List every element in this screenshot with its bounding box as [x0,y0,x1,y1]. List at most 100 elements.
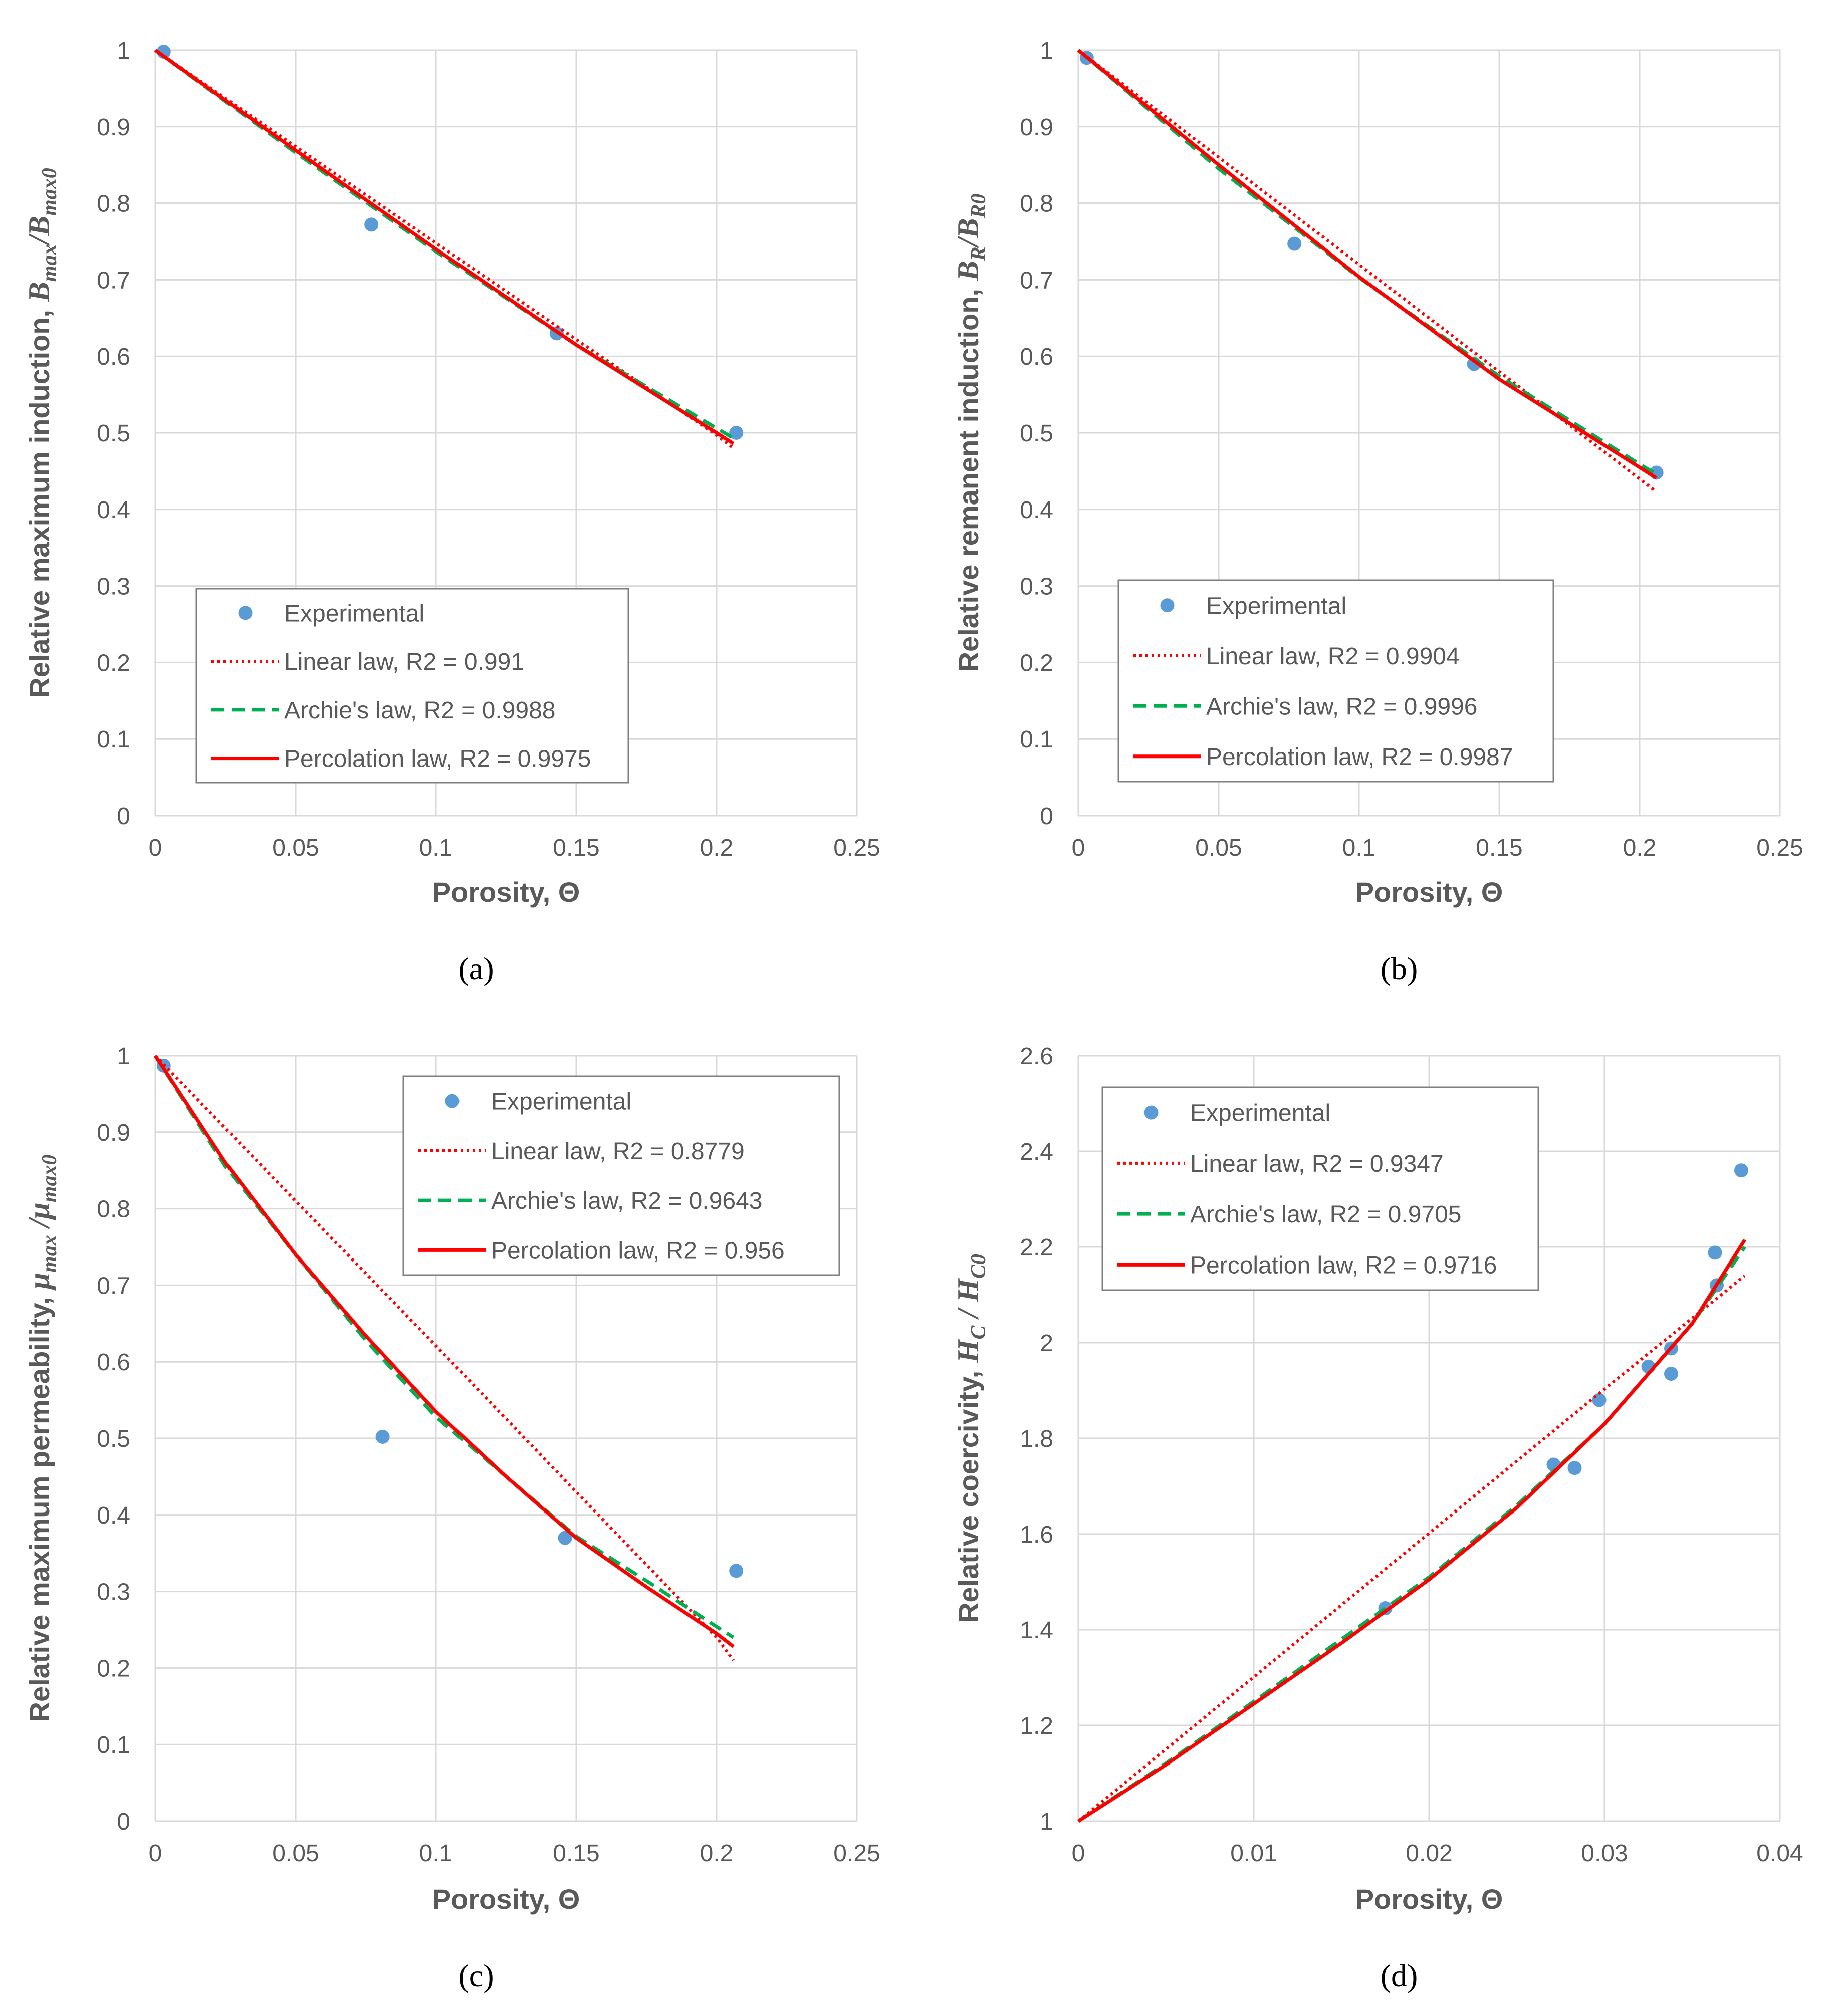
y-tick-label: 1 [117,1043,130,1070]
y-tick-label: 0.8 [97,1196,130,1223]
y-axis-label-text: Relative remanent induction, [953,281,984,672]
y-tick-label: 0.6 [1020,344,1053,370]
y-tick-label: 2.2 [1020,1234,1053,1261]
legend-label: Archie's law, R2 = 0.9643 [491,1188,762,1214]
y-axis-label: Relative coercivity, HC / HC0 [952,1254,990,1623]
x-tick-label: 0 [149,835,162,861]
x-tick-label: 0.15 [553,1840,599,1867]
y-axis-label-text: Relative coercivity, [953,1363,984,1623]
percolation-law-line [1077,49,1658,480]
y-tick-label: 2.6 [1020,1043,1053,1070]
y-tick-label: 1.6 [1020,1522,1053,1548]
y-tick-label: 0.5 [97,1426,130,1452]
y-axis-label-formula: B [952,261,985,281]
y-tick-label: 2 [1040,1330,1053,1357]
y-tick-label: 0.5 [1020,420,1053,447]
x-axis-label: Porosity, Θ [432,1883,580,1915]
panel-caption: (a) [458,951,494,986]
y-tick-label: 0.7 [97,1273,130,1299]
y-axis-label-formula: H [952,1338,985,1363]
y-axis-label-formula: max0 [38,1155,61,1203]
x-axis-label: Porosity, Θ [432,876,580,908]
y-tick-label: 0.3 [97,574,130,600]
y-tick-label: 0.7 [1020,267,1053,294]
chart-panel-c: 0 0.05 0.1 0.15 0.2 0.25 0 0.1 0.2 0.3 0.4 0.5 0.6 0.… [23,1043,880,1993]
panel-caption: (c) [458,1958,494,1993]
legend-label: Experimental [284,600,424,627]
linear-law-line [1077,49,1658,493]
y-axis-label-formula: C0 [967,1254,990,1279]
y-tick-label: 0.6 [97,1349,130,1376]
legend: Experimental Linear law, R2 = 0.991 Archie… [195,588,629,784]
linear-law-line [1077,1274,1746,1823]
legend-box [195,588,629,784]
legend-marker-experimental [445,1094,460,1108]
legend-box [1101,1086,1539,1291]
x-axis-label: Porosity, Θ [1355,1883,1503,1915]
y-axis-label: Relative remanent induction, BR/BR0 [952,194,990,672]
legend-label: Percolation law, R2 = 0.956 [491,1237,785,1264]
experimental-point [729,426,744,440]
x-tick-label: 0.2 [700,835,734,861]
y-tick-label: 0 [1040,803,1053,830]
legend-label: Linear law, R2 = 0.991 [284,649,524,675]
y-tick-label: 0.8 [97,191,130,217]
y-tick-label: 0.2 [1020,650,1053,676]
y-tick-label: 0.6 [97,344,130,370]
y-axis-label: Relative maximum induction, Bmax/Bmax0 [23,168,61,697]
x-tick-label: 0.05 [1195,835,1242,861]
panel-caption: (b) [1381,951,1418,986]
legend: Experimental Linear law, R2 = 0.9904 Archi… [1117,579,1554,783]
y-tick-label: 1.4 [1020,1617,1053,1644]
experimental-point [1734,1163,1748,1178]
y-tick-label: 0.1 [97,1732,130,1758]
y-axis-label-formula: max0 [38,168,61,216]
y-tick-label: 0.1 [1020,726,1053,753]
x-tick-label: 0.04 [1756,1840,1803,1867]
legend-label: Experimental [491,1089,631,1115]
legend-marker-experimental [238,606,253,620]
legend-label: Linear law, R2 = 0.8779 [491,1138,745,1165]
experimental-point [558,1531,572,1545]
legend-label: Archie's law, R2 = 0.9988 [284,697,555,724]
chart-panel-b: 0 0.05 0.1 0.15 0.2 0.25 0 0.1 0.2 0.3 0.4 0.5 0.6 0.… [952,38,1803,986]
x-tick-label: 0.2 [1623,835,1657,861]
y-tick-label: 1.2 [1020,1713,1053,1739]
x-tick-label: 0.01 [1230,1840,1277,1867]
y-axis-label-formula: /B [23,216,56,246]
legend-label: Experimental [1206,593,1346,619]
x-tick-label: 0 [149,1840,162,1867]
x-tick-label: 0.03 [1581,1840,1628,1867]
experimental-point [729,1564,744,1578]
x-tick-label: 0.05 [272,1840,319,1867]
y-tick-label: 1.8 [1020,1426,1053,1452]
y-tick-label: 0.7 [97,267,130,294]
legend: Experimental Linear law, R2 = 0.8779 Archi… [402,1075,840,1276]
x-tick-label: 0.15 [553,835,599,861]
x-tick-label: 0.02 [1406,1840,1452,1867]
y-axis-label-formula: /μ [23,1202,56,1235]
x-tick-label: 0.2 [700,1840,734,1867]
experimental-point [1567,1461,1582,1475]
y-axis-label-formula: B [23,282,56,302]
chart-panel-d: 0 0.01 0.02 0.03 0.04 1 1.2 1.4 1.6 1.8 2 2.2 2.4 2.6… [952,1043,1803,1993]
y-axis-label-formula: R0 [967,194,990,219]
experimental-point [1664,1367,1678,1381]
y-axis-label-text: Relative maximum induction, [24,302,55,697]
y-tick-label: 1 [117,38,130,64]
legend-label: Linear law, R2 = 0.9904 [1206,643,1460,670]
legend-box [1117,579,1554,783]
legend-label: Archie's law, R2 = 0.9996 [1206,693,1477,720]
x-tick-label: 0.1 [419,1840,453,1867]
x-tick-label: 0.1 [1342,835,1376,861]
x-tick-label: 0 [1072,1840,1085,1867]
y-tick-label: 0.4 [1020,497,1053,524]
y-tick-label: 0.2 [97,650,130,676]
y-tick-label: 2.4 [1020,1139,1053,1165]
linear-law-line [154,1054,735,1661]
y-axis-label: Relative maximum permeability, μmax /μma… [23,1155,61,1722]
archie-law-line [1077,49,1658,476]
legend-label: Experimental [1190,1100,1330,1127]
y-tick-label: 0.2 [97,1655,130,1682]
x-axis-label: Porosity, Θ [1355,876,1503,908]
